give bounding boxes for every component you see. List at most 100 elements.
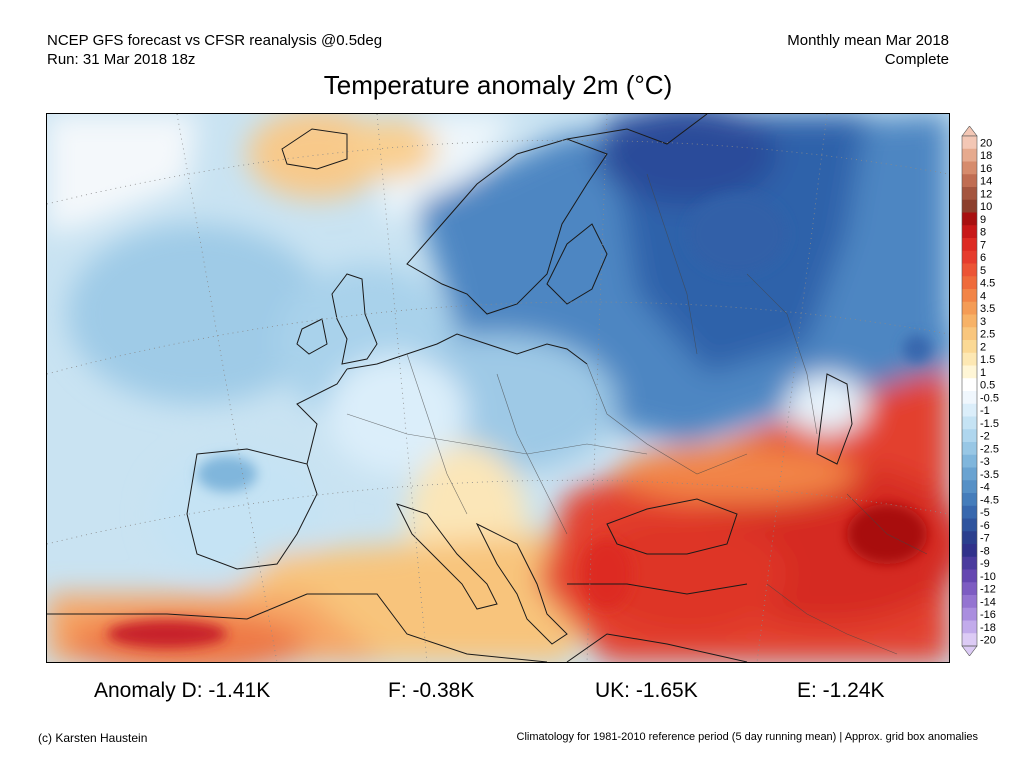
- legend-label: 4: [980, 290, 986, 302]
- legend-frame: [961, 135, 978, 647]
- legend-swatch: [962, 544, 977, 558]
- legend-label: -2.5: [980, 443, 999, 455]
- run-time: Run: 31 Mar 2018 18z: [47, 51, 196, 68]
- legend-swatch: [962, 187, 977, 201]
- legend-label: -10: [980, 571, 996, 583]
- legend-label: 2.5: [980, 329, 995, 341]
- legend-swatch: [962, 633, 977, 647]
- legend-swatch: [962, 289, 977, 303]
- copyright: (c) Karsten Haustein: [38, 731, 148, 745]
- legend-label: 10: [980, 201, 992, 213]
- completion-status: Complete: [884, 51, 949, 68]
- legend-label: 0.5: [980, 380, 995, 392]
- legend-label: -20: [980, 635, 996, 647]
- legend-swatch: [962, 301, 977, 315]
- legend-swatch: [962, 556, 977, 570]
- legend-swatch: [962, 595, 977, 609]
- legend-label: -4.5: [980, 494, 999, 506]
- legend-swatch: [962, 378, 977, 392]
- period-label: Monthly mean Mar 2018: [787, 32, 949, 49]
- legend-label: -5: [980, 507, 990, 519]
- legend-swatch: [962, 365, 977, 379]
- legend-swatch: [962, 136, 977, 150]
- legend-label: -2: [980, 431, 990, 443]
- legend-label: -3.5: [980, 469, 999, 481]
- legend-label: 1.5: [980, 354, 995, 366]
- legend-swatch: [962, 505, 977, 519]
- legend-swatch: [962, 225, 977, 239]
- legend-label: 2: [980, 341, 986, 353]
- legend-label: 18: [980, 150, 992, 162]
- legend-swatch: [962, 403, 977, 417]
- legend-label: 8: [980, 227, 986, 239]
- legend-swatch: [962, 416, 977, 430]
- legend-label: -8: [980, 545, 990, 557]
- legend-swatch: [962, 148, 977, 162]
- legend-swatch: [962, 161, 977, 175]
- country-borders: [346, 173, 928, 655]
- legend-label: 9: [980, 214, 986, 226]
- legend-swatch: [962, 569, 977, 583]
- legend-label: -4: [980, 482, 990, 494]
- legend-max-arrow: [961, 126, 978, 137]
- legend-swatch: [962, 250, 977, 264]
- legend-swatch: [962, 518, 977, 532]
- stat-spain: E: -1.24K: [797, 679, 885, 702]
- legend-swatch: [962, 429, 977, 443]
- legend-label: 3: [980, 316, 986, 328]
- legend-label: -14: [980, 596, 996, 608]
- legend-swatch: [962, 454, 977, 468]
- legend-label: -0.5: [980, 392, 999, 404]
- model-description: NCEP GFS forecast vs CFSR reanalysis @0.…: [47, 32, 383, 49]
- legend-swatch: [962, 327, 977, 341]
- legend-label: -18: [980, 622, 996, 634]
- anomaly-detail: [107, 194, 931, 648]
- legend-label: -12: [980, 584, 996, 596]
- legend-swatch: [962, 238, 977, 252]
- legend-swatch: [962, 199, 977, 213]
- graticule: [47, 114, 949, 662]
- legend-label: -6: [980, 520, 990, 532]
- climatology-note: Climatology for 1981-2010 reference peri…: [516, 731, 978, 743]
- map-title: Temperature anomaly 2m (°C): [323, 70, 673, 100]
- anomaly-map: [46, 113, 950, 663]
- legend-min-arrow: [961, 645, 978, 656]
- legend-swatch: [962, 391, 977, 405]
- legend-swatch: [962, 276, 977, 290]
- legend-label: 16: [980, 163, 992, 175]
- legend-label: -9: [980, 558, 990, 570]
- legend-swatch: [962, 340, 977, 354]
- legend-swatch: [962, 607, 977, 621]
- legend-swatch: [962, 263, 977, 277]
- legend-label: 12: [980, 188, 992, 200]
- legend-label: 7: [980, 239, 986, 251]
- legend-swatch: [962, 493, 977, 507]
- legend-label: -16: [980, 609, 996, 621]
- legend-swatch: [962, 212, 977, 226]
- legend-swatch: [962, 174, 977, 188]
- legend-swatch: [962, 467, 977, 481]
- legend-swatch: [962, 352, 977, 366]
- legend-label: 3.5: [980, 303, 995, 315]
- legend-swatch: [962, 620, 977, 634]
- legend-label: 5: [980, 265, 986, 277]
- legend-swatch: [962, 314, 977, 328]
- color-legend: 201816141210987654.543.532.521.510.5-0.5…: [961, 126, 999, 656]
- stat-germany: Anomaly D: -1.41K: [94, 679, 271, 702]
- coastlines: [47, 114, 853, 662]
- header-right: Monthly mean Mar 2018 Complete: [787, 31, 949, 69]
- anomaly-stats: Anomaly D: -1.41K F: -0.38K UK: -1.65K E…: [0, 679, 1024, 705]
- legend-label: 6: [980, 252, 986, 264]
- legend-label: 4.5: [980, 278, 995, 290]
- legend-label: -7: [980, 533, 990, 545]
- legend-label: 20: [980, 137, 992, 149]
- legend-label: 1: [980, 367, 986, 379]
- map-canvas: [47, 114, 949, 662]
- header-left: NCEP GFS forecast vs CFSR reanalysis @0.…: [47, 31, 382, 69]
- legend-swatch: [962, 531, 977, 545]
- legend-swatch: [962, 442, 977, 456]
- legend-label: -3: [980, 456, 990, 468]
- legend-swatch: [962, 480, 977, 494]
- legend-swatch: [962, 582, 977, 596]
- stat-uk: UK: -1.65K: [595, 679, 698, 702]
